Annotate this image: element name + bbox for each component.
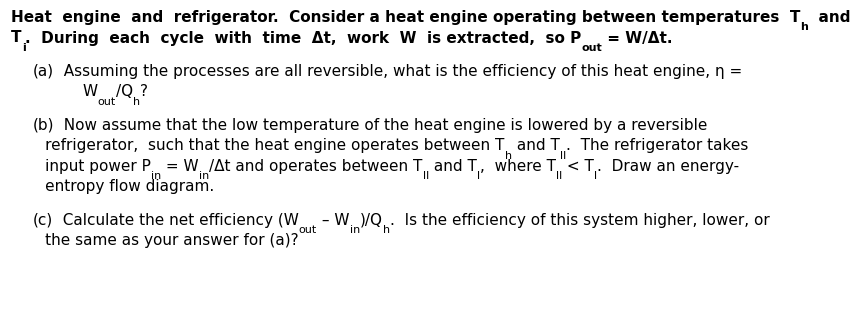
Text: h: h bbox=[801, 22, 808, 32]
Text: = W: = W bbox=[162, 159, 199, 174]
Text: ,  where T: , where T bbox=[480, 159, 556, 174]
Text: and T: and T bbox=[429, 159, 476, 174]
Text: out: out bbox=[581, 43, 602, 53]
Text: entropy flow diagram.: entropy flow diagram. bbox=[11, 179, 214, 194]
Text: refrigerator,  such that the heat engine operates between T: refrigerator, such that the heat engine … bbox=[11, 138, 505, 153]
Text: input power P: input power P bbox=[11, 159, 151, 174]
Text: – W: – W bbox=[317, 213, 349, 228]
Text: l: l bbox=[594, 171, 597, 181]
Text: Calculate the net efficiency (W: Calculate the net efficiency (W bbox=[53, 213, 298, 228]
Text: T: T bbox=[11, 31, 22, 46]
Text: h: h bbox=[383, 225, 390, 235]
Text: Now assume that the low temperature of the heat engine is lowered by a reversibl: Now assume that the low temperature of t… bbox=[54, 118, 708, 133]
Text: i: i bbox=[22, 43, 26, 53]
Text: .  Is the efficiency of this system higher, lower, or: . Is the efficiency of this system highe… bbox=[390, 213, 770, 228]
Text: .  During  each  cycle  with  time  Δt,  work  W  is extracted,  so P: . During each cycle with time Δt, work W… bbox=[26, 31, 581, 46]
Text: (b): (b) bbox=[33, 118, 54, 133]
Text: and T: and T bbox=[512, 138, 560, 153]
Text: .  The refrigerator takes: . The refrigerator takes bbox=[566, 138, 748, 153]
Text: and: and bbox=[808, 10, 851, 25]
Text: < T: < T bbox=[562, 159, 594, 174]
Text: (a): (a) bbox=[33, 64, 54, 79]
Text: l: l bbox=[476, 171, 480, 181]
Text: the same as your answer for (a)?: the same as your answer for (a)? bbox=[11, 233, 298, 249]
Text: ll: ll bbox=[560, 151, 566, 161]
Text: ?: ? bbox=[140, 84, 148, 99]
Text: in: in bbox=[199, 171, 209, 181]
Text: W: W bbox=[83, 84, 98, 99]
Text: out: out bbox=[98, 97, 116, 107]
Text: )/Q: )/Q bbox=[359, 213, 383, 228]
Text: h: h bbox=[133, 97, 140, 107]
Text: ll: ll bbox=[422, 171, 429, 181]
Text: ll: ll bbox=[556, 171, 562, 181]
Text: (c): (c) bbox=[33, 213, 53, 228]
Text: Assuming the processes are all reversible, what is the efficiency of this heat e: Assuming the processes are all reversibl… bbox=[54, 64, 742, 79]
Text: /Q: /Q bbox=[116, 84, 133, 99]
Text: .  Draw an energy-: . Draw an energy- bbox=[597, 159, 740, 174]
Text: h: h bbox=[505, 151, 512, 161]
Text: = W/Δt.: = W/Δt. bbox=[602, 31, 673, 46]
Text: in: in bbox=[349, 225, 359, 235]
Text: Heat  engine  and  refrigerator.  Consider a heat engine operating between tempe: Heat engine and refrigerator. Consider a… bbox=[11, 10, 801, 25]
Text: in: in bbox=[151, 171, 162, 181]
Text: /Δt and operates between T: /Δt and operates between T bbox=[209, 159, 422, 174]
Text: out: out bbox=[298, 225, 317, 235]
